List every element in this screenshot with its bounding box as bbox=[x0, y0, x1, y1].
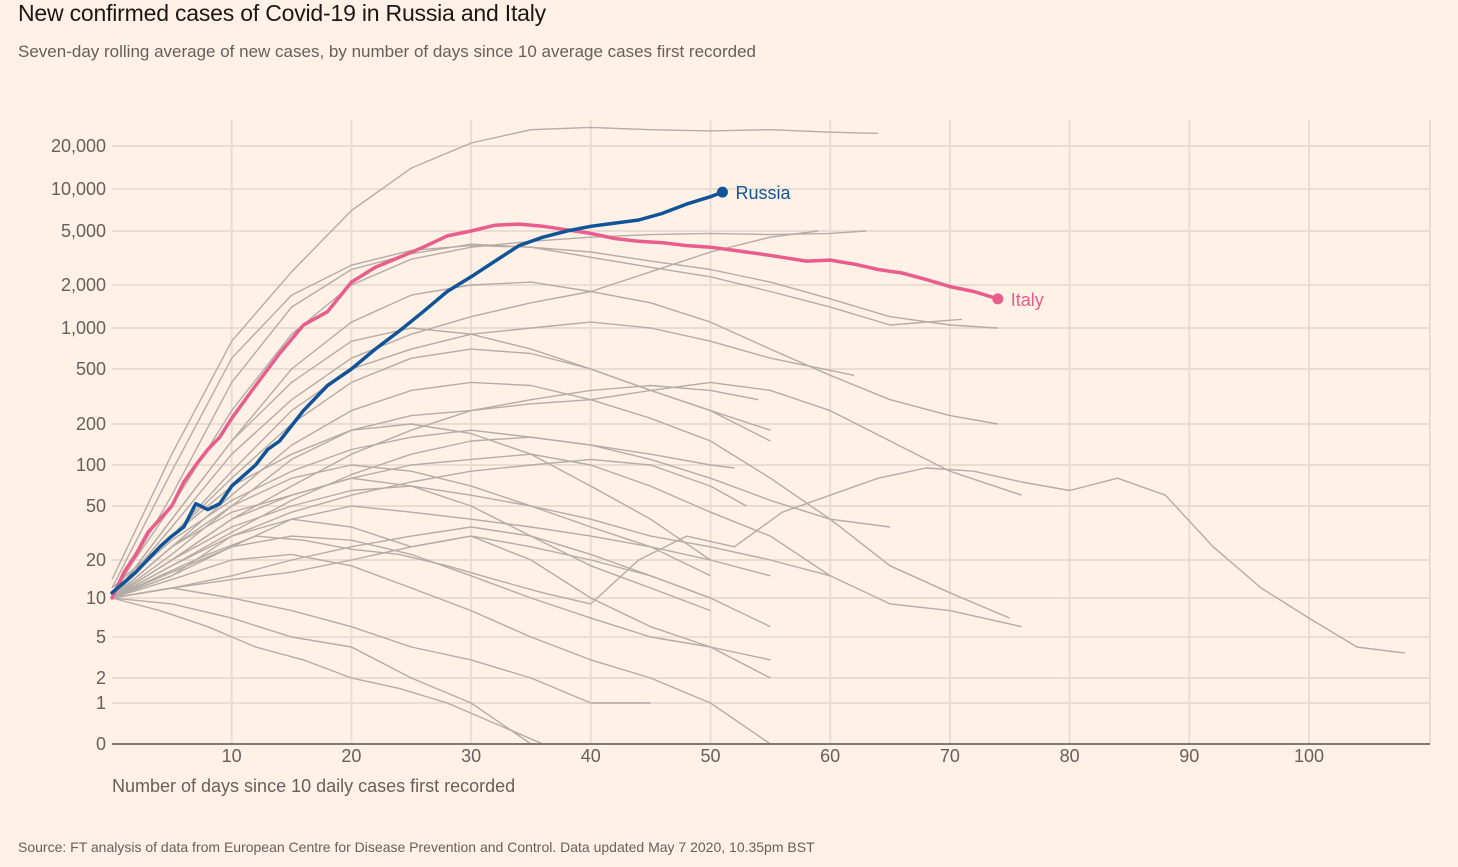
other-country-line bbox=[111, 477, 711, 612]
other-country-line bbox=[111, 423, 711, 589]
y-tick-label: 500 bbox=[76, 359, 106, 379]
other-country-line bbox=[111, 230, 819, 599]
other-country-line bbox=[111, 535, 771, 661]
other-country-line bbox=[111, 381, 1011, 619]
y-tick-label: 5,000 bbox=[61, 221, 106, 241]
italy-label: Italy bbox=[1011, 290, 1044, 310]
y-tick-label: 100 bbox=[76, 455, 106, 475]
other-country-line bbox=[111, 485, 831, 599]
x-axis-ticks: 10 20 30 40 50 60 70 80 90 100 bbox=[222, 746, 1324, 766]
y-tick-label: 2,000 bbox=[61, 275, 106, 295]
y-tick-label: 0 bbox=[96, 734, 106, 754]
russia-end-marker bbox=[716, 186, 728, 198]
x-tick-label: 20 bbox=[341, 746, 361, 766]
y-tick-label: 20,000 bbox=[51, 136, 106, 156]
x-tick-label: 50 bbox=[700, 746, 720, 766]
gridlines bbox=[112, 120, 1431, 744]
other-country-line bbox=[111, 464, 711, 599]
y-tick-label: 2 bbox=[96, 668, 106, 688]
other-country-line bbox=[111, 384, 759, 599]
other-countries-lines bbox=[111, 126, 1405, 745]
other-country-line bbox=[111, 518, 771, 679]
x-tick-label: 30 bbox=[461, 746, 481, 766]
italy-line bbox=[110, 222, 1000, 600]
x-axis-label: Number of days since 10 daily cases firs… bbox=[112, 776, 516, 796]
y-tick-label: 1,000 bbox=[61, 318, 106, 338]
source-note: Source: FT analysis of data from Europea… bbox=[18, 839, 815, 855]
other-country-line bbox=[111, 244, 998, 589]
russia-label: Russia bbox=[735, 183, 791, 203]
italy-end-marker bbox=[992, 293, 1004, 305]
y-tick-label: 10 bbox=[86, 588, 106, 608]
y-axis-ticks: 0 1 2 5 10 20 50 100 200 500 1,000 2,000 5,000 10,000… bbox=[51, 136, 106, 754]
y-tick-label: 200 bbox=[76, 414, 106, 434]
y-tick-label: 50 bbox=[86, 496, 106, 516]
other-country-line bbox=[111, 597, 687, 745]
other-country-line bbox=[111, 230, 867, 594]
other-country-line bbox=[111, 429, 735, 594]
x-tick-label: 60 bbox=[820, 746, 840, 766]
other-country-line bbox=[111, 243, 962, 599]
other-country-line bbox=[111, 281, 998, 599]
x-tick-label: 10 bbox=[222, 746, 242, 766]
x-tick-label: 80 bbox=[1060, 746, 1080, 766]
other-country-line bbox=[111, 597, 591, 745]
russia-line bbox=[110, 190, 725, 595]
other-country-line bbox=[111, 381, 1022, 599]
other-country-line bbox=[111, 453, 1022, 628]
y-tick-label: 20 bbox=[86, 550, 106, 570]
chart-subtitle: Seven-day rolling average of new cases, … bbox=[18, 42, 757, 61]
other-country-line bbox=[111, 321, 855, 594]
other-country-line bbox=[111, 436, 891, 599]
x-tick-label: 90 bbox=[1179, 746, 1199, 766]
chart-title: New confirmed cases of Covid-19 in Russi… bbox=[18, 0, 546, 26]
other-country-line bbox=[111, 526, 711, 599]
other-country-line bbox=[111, 327, 771, 599]
highlight-lines: Russia Italy bbox=[110, 183, 1044, 600]
y-tick-label: 10,000 bbox=[51, 179, 106, 199]
y-tick-label: 1 bbox=[96, 693, 106, 713]
x-tick-label: 100 bbox=[1294, 746, 1324, 766]
other-country-line bbox=[111, 126, 879, 580]
x-tick-label: 40 bbox=[581, 746, 601, 766]
y-tick-label: 5 bbox=[96, 627, 106, 647]
other-country-line bbox=[111, 467, 1405, 654]
other-country-line bbox=[111, 458, 747, 599]
x-tick-label: 70 bbox=[940, 746, 960, 766]
other-country-line bbox=[111, 553, 771, 745]
other-country-line bbox=[111, 587, 651, 704]
